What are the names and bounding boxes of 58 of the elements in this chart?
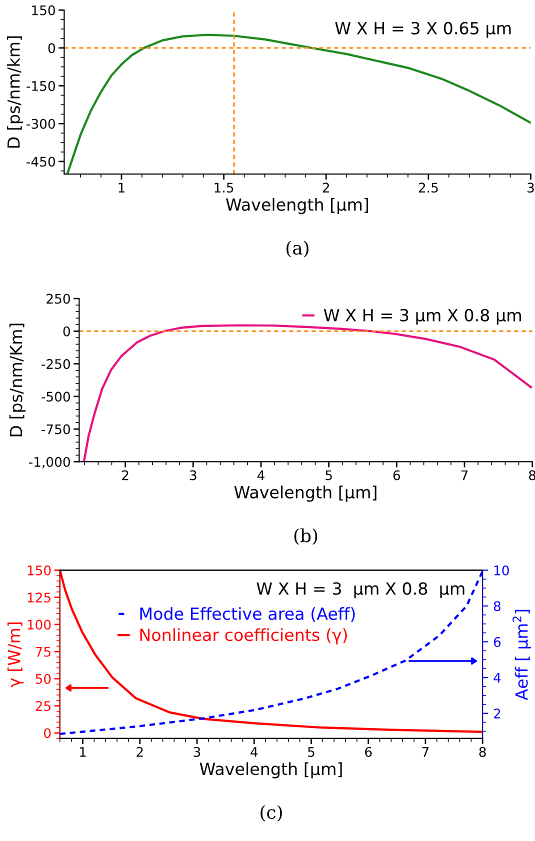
y-tick-label: -500 (42, 392, 70, 402)
x-tick-label: 2.5 (418, 182, 438, 193)
y-tick-label: 125 (28, 592, 50, 603)
x-tick-label: 6 (393, 470, 400, 480)
y2-axis-title: Aeff [ µm$^{2}$] (512, 610, 532, 700)
x-tick-label: 2 (136, 746, 143, 757)
y-tick-label: -450 (26, 156, 55, 167)
x-tick-label: 3 (528, 182, 534, 193)
y-tick-label: -750 (42, 424, 70, 434)
y-tick-label: -300 (26, 118, 55, 129)
x-tick-label: 7 (461, 470, 468, 480)
x-tick-label: 1.5 (214, 182, 234, 193)
y-tick-label: -250 (42, 359, 70, 370)
y-tick-label: 150 (32, 5, 55, 16)
x-tick-label: 2 (122, 470, 128, 480)
text: (a) (286, 240, 308, 258)
x-tick-label: 1 (80, 747, 86, 757)
x-tick-label: 6 (365, 746, 372, 757)
line-series (82, 324, 532, 462)
y-tick-label: 100 (28, 620, 51, 630)
y2-tick-label: 8 (494, 601, 500, 612)
y-axis-title: γ [W/m] (7, 622, 24, 688)
y-tick-label: 150 (28, 565, 51, 576)
x-tick-label: 1 (118, 182, 124, 192)
legend-label: Mode Effective area (Aeff) (140, 607, 355, 622)
x-tick-label: 4 (257, 470, 264, 480)
y-tick-label: 50 (36, 674, 51, 684)
x-axis-title: Wavelength [µm] (234, 486, 376, 502)
annotation: W X H = 3 X 0.65 µm (335, 22, 511, 38)
y-tick-label: -150 (26, 81, 55, 91)
y-axis-title: D [ps/nm/km] (7, 36, 24, 148)
x-tick-label: 5 (308, 747, 314, 757)
x-tick-label: 5 (326, 470, 332, 480)
x-tick-label: 4 (250, 747, 258, 757)
y-axis-title: D [ps/nm/Km] (9, 324, 26, 436)
y-tick-label: 0 (44, 728, 51, 738)
y2-tick-label: 10 (494, 565, 509, 576)
y-tick-label: 75 (36, 646, 50, 657)
y-tick-label: 250 (46, 294, 70, 304)
legend-label: Nonlinear coefficients (γ) (140, 628, 347, 644)
y2-tick-label: 4 (494, 672, 501, 683)
x-axis-title: Wavelength [µm] (226, 198, 368, 214)
y2-tick-label: 2 (494, 708, 500, 718)
x-tick-label: 3 (194, 746, 200, 757)
text: (c) (260, 805, 282, 822)
text: (b) (294, 528, 318, 545)
y-tick-label: 25 (36, 701, 50, 712)
y-tick-label: 0 (48, 43, 55, 54)
x-tick-label: 7 (422, 747, 429, 757)
y2-tick-label: 6 (494, 636, 501, 647)
y-tick-label: -1,000 (28, 456, 70, 468)
legend-label: W X H = 3 µm X 0.8 µm (324, 308, 521, 325)
annotation: W X H = 3 µm X 0.8 µm (256, 582, 464, 598)
x-tick-label: 3 (190, 470, 196, 480)
y-tick-label: 0 (63, 326, 70, 336)
x-tick-label: 2 (322, 182, 329, 192)
x-tick-label: 8 (479, 746, 486, 757)
x-axis-title: Wavelength [µm] (200, 762, 342, 778)
